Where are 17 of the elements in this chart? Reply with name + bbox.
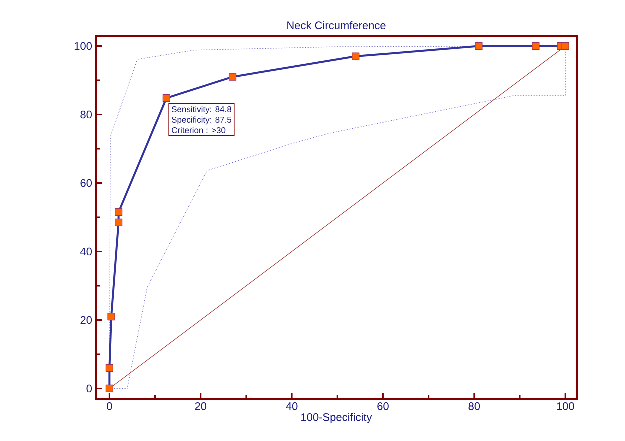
y-tick-label: 20 [80,316,92,324]
y-tick-label: 60 [80,179,92,188]
y-tick-label: 40 [80,248,92,256]
annotation: Sensitivity: 84.8 [172,106,232,114]
annotation: Specificity: 87.5 [172,116,232,125]
x-tick-label: 80 [468,402,480,410]
x-tick-label: 40 [286,402,298,410]
x-tick-label: 0 [107,402,112,410]
x-tick-label: 60 [378,402,389,410]
y-tick-label: 80 [80,110,92,119]
annotation: Criterion : >30 [172,127,226,134]
chart-title: Neck Circumference [288,21,386,30]
y-tick-label: 100 [74,42,92,50]
y-tick-label: 0 [86,384,92,393]
x-axis-title: 100-Specificity [302,413,372,424]
x-tick-label: 100 [557,402,574,410]
x-tick-label: 20 [195,402,207,410]
